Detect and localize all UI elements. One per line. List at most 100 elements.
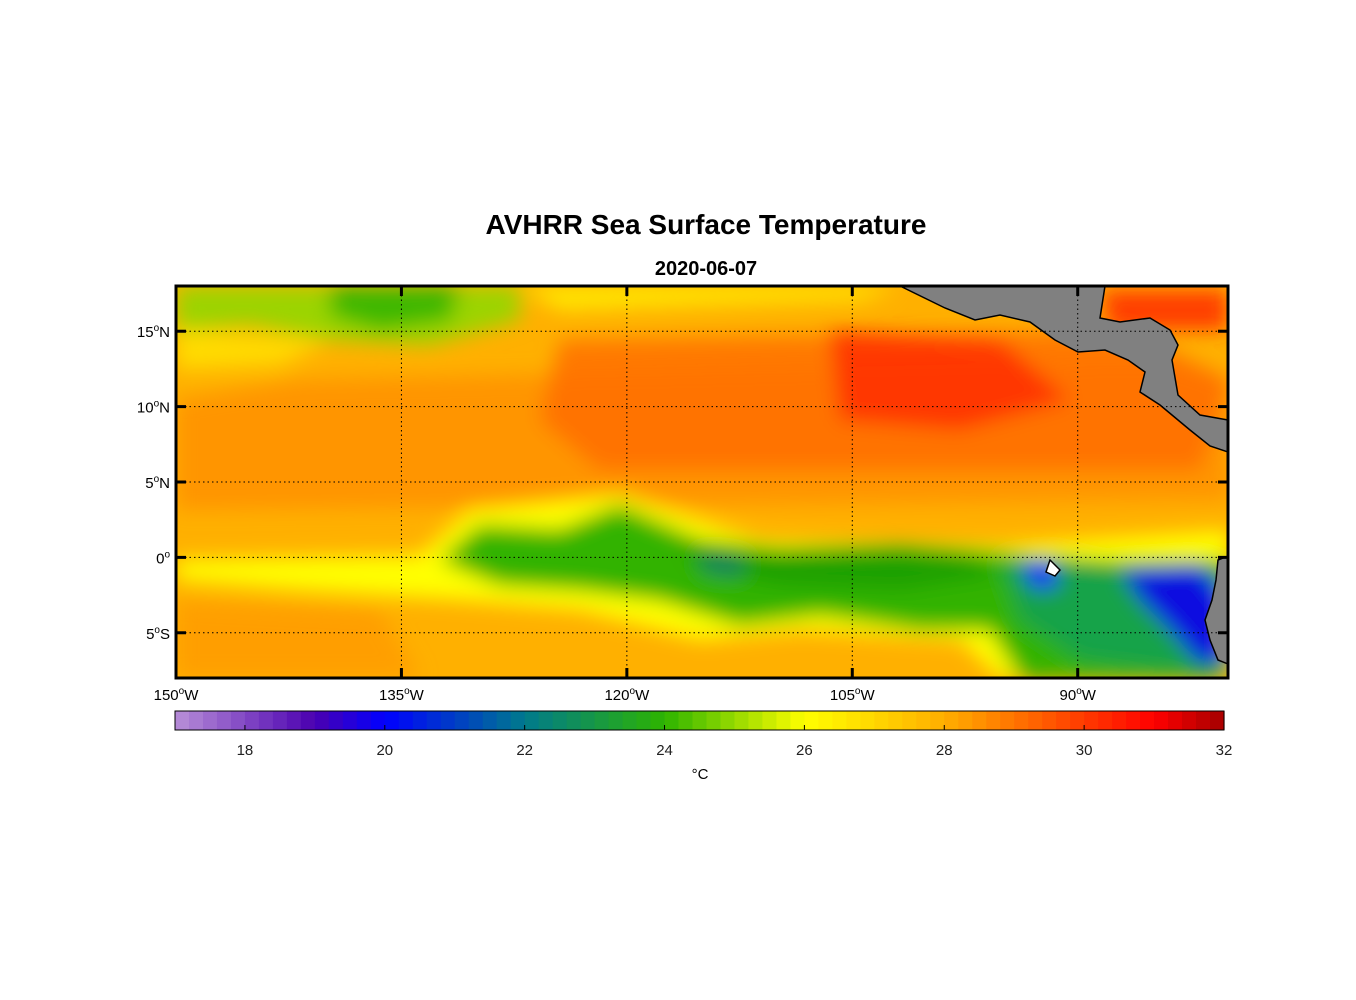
colorbar: 18 20 22 24 26 28 30 32 <box>174 710 1233 759</box>
map-title: AVHRR Sea Surface Temperature <box>486 209 927 240</box>
colorbar-segment <box>1196 711 1211 730</box>
colorbar-segment <box>1000 711 1015 730</box>
colorbar-segment <box>1084 711 1099 730</box>
lat-tick-label: 15oN <box>137 323 170 341</box>
colorbar-segment <box>552 711 568 730</box>
colorbar-segment <box>804 711 819 730</box>
colorbar-segment <box>608 711 624 730</box>
colorbar-segment <box>650 711 666 730</box>
colorbar-segment <box>244 711 260 730</box>
colorbar-segment <box>566 711 582 730</box>
colorbar-segment <box>902 711 917 730</box>
colorbar-segment <box>888 711 903 730</box>
colorbar-segment <box>580 711 596 730</box>
lon-tick-label: 90oW <box>1060 686 1097 704</box>
lat-axis: 15oN 10oN 5oN 0o 5oS <box>137 323 1228 643</box>
colorbar-segment <box>1028 711 1043 730</box>
colorbar-segment <box>762 711 778 730</box>
lon-tick-label: 120oW <box>604 686 650 704</box>
colorbar-segment <box>678 711 694 730</box>
colorbar-segment <box>440 711 456 730</box>
colorbar-segment <box>482 711 498 730</box>
colorbar-segment <box>846 711 861 730</box>
colorbar-segment <box>258 711 274 730</box>
lat-tick-label: 5oN <box>145 474 170 492</box>
colorbar-segment <box>1126 711 1141 730</box>
colorbar-segment <box>748 711 764 730</box>
lon-tick-label: 105oW <box>830 686 876 704</box>
colorbar-segment <box>944 711 959 730</box>
sst-field <box>176 286 1228 678</box>
colorbar-segment <box>468 711 484 730</box>
colorbar-tick-label: 26 <box>796 742 813 759</box>
colorbar-segment <box>874 711 889 730</box>
colorbar-segment <box>972 711 987 730</box>
lon-axis: 150oW 135oW 120oW 105oW 90oW <box>154 286 1097 704</box>
colorbar-segment <box>594 711 610 730</box>
colorbar-segment <box>1112 711 1127 730</box>
colorbar-segment <box>916 711 931 730</box>
colorbar-segment <box>300 711 316 730</box>
colorbar-segment <box>538 711 554 730</box>
colorbar-segment <box>342 711 358 730</box>
colorbar-segment <box>636 711 652 730</box>
colorbar-segment <box>720 711 736 730</box>
colorbar-segment <box>426 711 442 730</box>
lon-tick-label: 150oW <box>154 686 200 704</box>
lat-tick-label: 10oN <box>137 399 170 417</box>
colorbar-segment <box>328 711 344 730</box>
colorbar-segment <box>1014 711 1029 730</box>
colorbar-tick-label: 18 <box>237 742 254 759</box>
colorbar-segment <box>1070 711 1085 730</box>
colorbar-segment <box>356 711 372 730</box>
lon-tick-label: 135oW <box>379 686 425 704</box>
colorbar-segment <box>1140 711 1155 730</box>
colorbar-segment <box>175 711 190 730</box>
colorbar-segment <box>202 711 218 730</box>
colorbar-segment <box>692 711 708 730</box>
colorbar-segment <box>832 711 847 730</box>
colorbar-segment <box>230 711 246 730</box>
colorbar-segment <box>510 711 526 730</box>
colorbar-segment <box>664 711 680 730</box>
colorbar-segment <box>216 711 232 730</box>
colorbar-segment <box>524 711 540 730</box>
colorbar-segment <box>958 711 973 730</box>
colorbar-segment <box>1098 711 1113 730</box>
colorbar-tick-label: 24 <box>656 742 673 759</box>
colorbar-tick-label: 30 <box>1076 742 1093 759</box>
colorbar-tick-label: 20 <box>376 742 393 759</box>
colorbar-segment <box>1042 711 1057 730</box>
colorbar-segment <box>734 711 750 730</box>
colorbar-segment <box>496 711 512 730</box>
map-subtitle: 2020-06-07 <box>655 258 757 280</box>
colorbar-segment <box>398 711 414 730</box>
colorbar-segment <box>370 711 386 730</box>
colorbar-segment <box>384 711 400 730</box>
colorbar-segment <box>790 711 805 730</box>
colorbar-frame <box>174 710 1225 731</box>
colorbar-segment <box>1056 711 1071 730</box>
colorbar-segment <box>930 711 945 730</box>
colorbar-tick-label: 28 <box>936 742 953 759</box>
colorbar-tick-label: 32 <box>1216 742 1233 759</box>
colorbar-segment <box>454 711 470 730</box>
colorbar-segment <box>1210 711 1225 730</box>
colorbar-segment <box>1154 711 1169 730</box>
colorbar-segment <box>986 711 1001 730</box>
colorbar-segment <box>412 711 428 730</box>
colorbar-segment <box>286 711 302 730</box>
colorbar-segment <box>622 711 638 730</box>
colorbar-segment <box>314 711 330 730</box>
colorbar-tick-label: 22 <box>516 742 533 759</box>
colorbar-segment <box>818 711 833 730</box>
colorbar-segment <box>776 711 792 730</box>
colorbar-label: °C <box>692 766 709 783</box>
land <box>899 286 1228 665</box>
colorbar-segment <box>1182 711 1197 730</box>
lat-tick-label: 0o <box>156 549 170 567</box>
colorbar-segment <box>188 711 204 730</box>
colorbar-segment <box>706 711 722 730</box>
colorbar-segment <box>272 711 288 730</box>
